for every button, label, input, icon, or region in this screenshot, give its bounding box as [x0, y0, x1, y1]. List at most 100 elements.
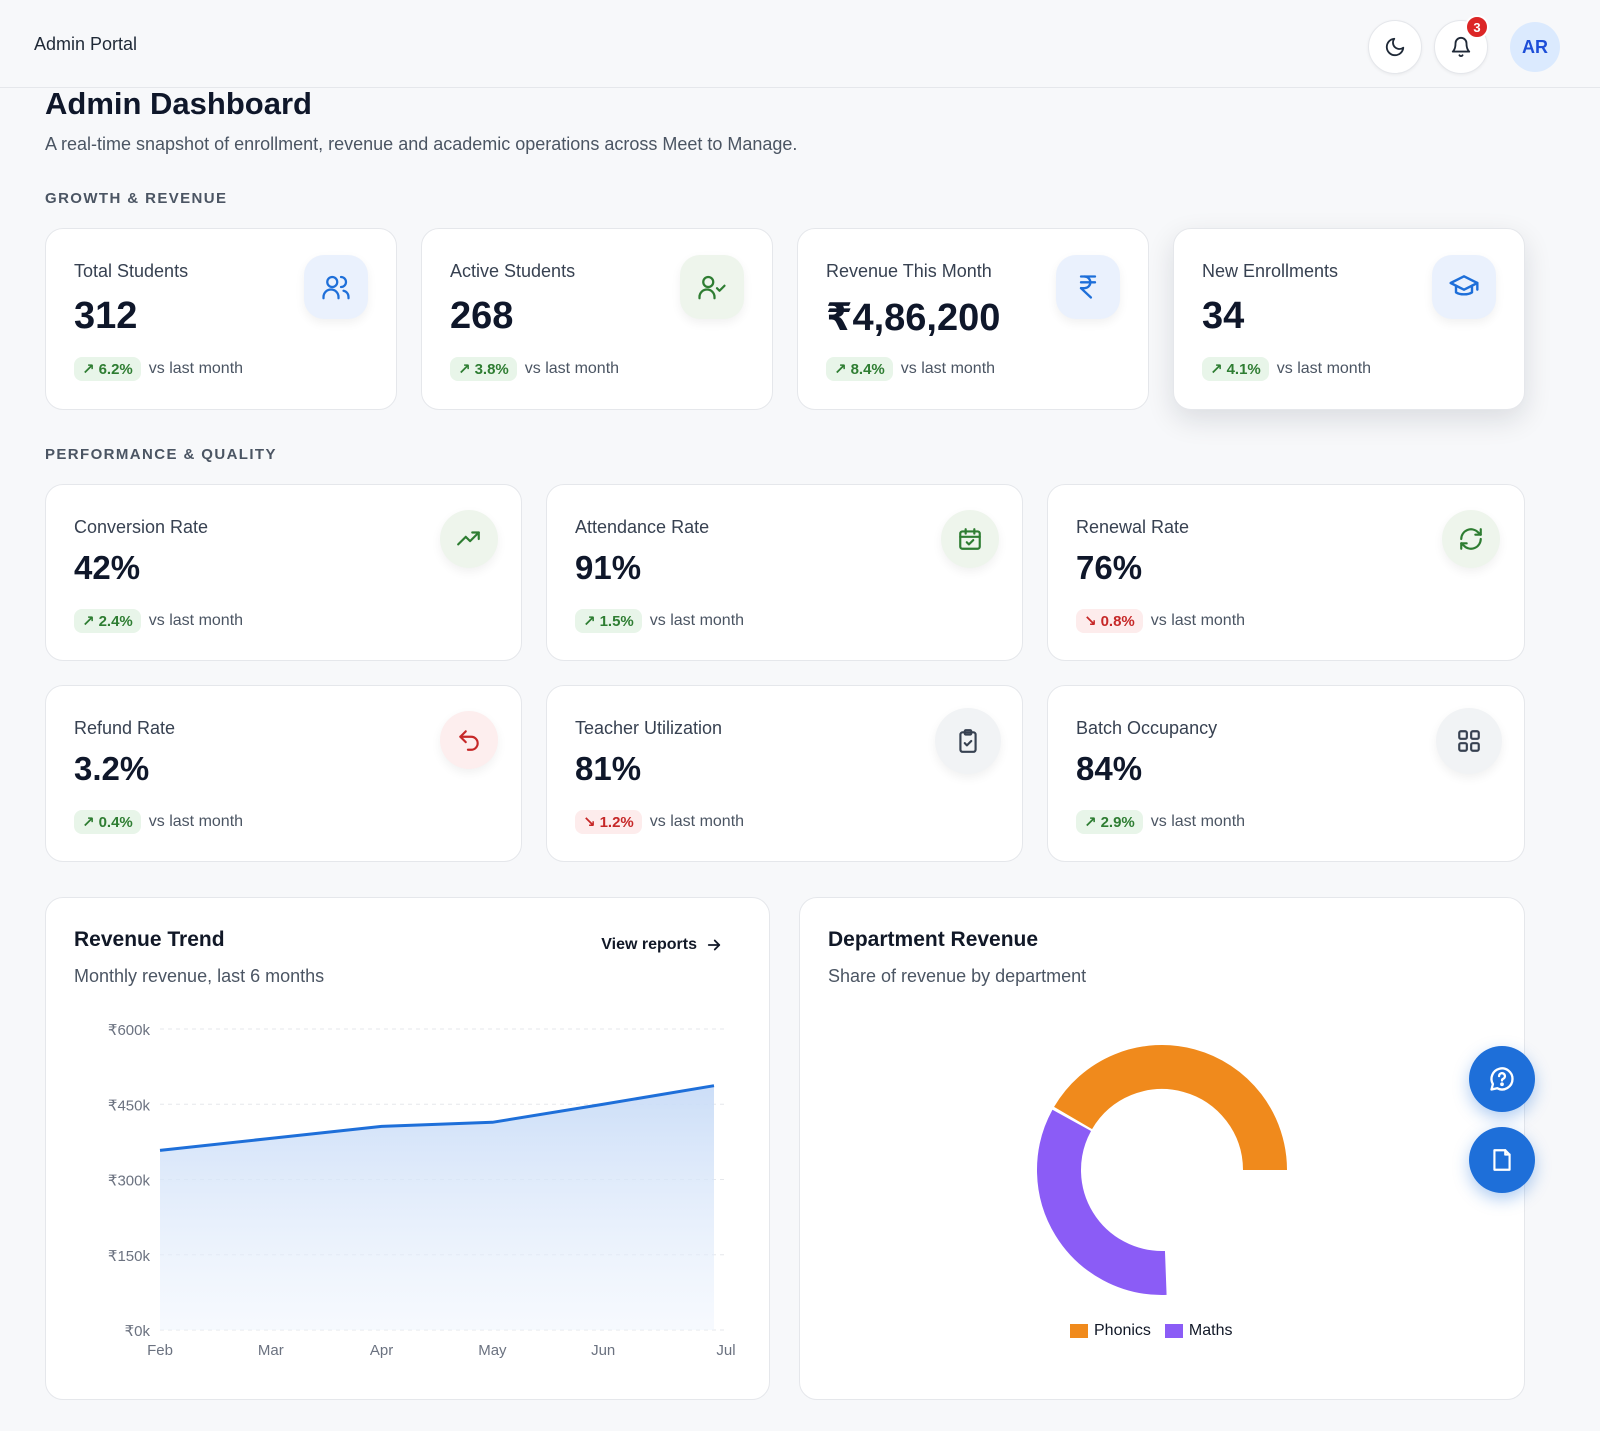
stat-card-batch-occupancy[interactable]: Batch Occupancy 84% ↗ 2.9% vs last month [1047, 685, 1525, 862]
rupee-icon-box [1056, 255, 1120, 319]
help-chat-button[interactable] [1469, 1046, 1535, 1112]
stat-trend: ↗ 8.4% vs last month [826, 357, 995, 381]
arrow-up-right-icon: ↗ [1210, 361, 1223, 378]
stat-trend: ↗ 0.4% vs last month [74, 810, 243, 834]
revenue-trend-chart: ₹600k ₹450k ₹300k ₹150k ₹0k Feb Mar Apr May Jun Ju… [108, 1022, 736, 1359]
stat-card-renewal-rate[interactable]: Renewal Rate 76% ↘ 0.8% vs last month [1047, 484, 1525, 661]
trend-pill: ↗ 2.9% [1076, 810, 1143, 834]
stat-card-conversion-rate[interactable]: Conversion Rate 42% ↗ 2.4% vs last month [45, 484, 522, 661]
stat-card-revenue-this-month[interactable]: Revenue This Month ₹4,86,200 ↗ 8.4% vs la… [797, 228, 1149, 410]
revenue-point[interactable] [379, 1123, 385, 1129]
stat-label: New Enrollments [1202, 261, 1339, 281]
stat-value: 3.2% [74, 750, 150, 787]
stat-value: 81% [575, 750, 642, 787]
legend-swatch [1164, 1324, 1183, 1338]
revenue-point[interactable] [489, 1119, 495, 1125]
section-label-performance: PERFORMANCE & QUALITY [45, 446, 277, 463]
stat-label: Refund Rate [74, 718, 176, 738]
grid-icon-box [1436, 708, 1502, 774]
revenue-trend-title: Revenue Trend [74, 928, 225, 951]
stat-label: Conversion Rate [74, 517, 209, 537]
moon-icon [1385, 37, 1405, 57]
department-revenue-title: Department Revenue [828, 928, 1039, 951]
brand-title: Admin Portal [34, 34, 138, 54]
clipboard-check-icon [959, 729, 977, 753]
top-actions: 3 AR [1368, 15, 1560, 74]
stat-card-teacher-utilization[interactable]: Teacher Utilization 81% ↘ 1.2% vs last mo… [546, 685, 1023, 862]
x-tick-label: Jul [716, 1342, 735, 1359]
arrow-down-right-icon: ↘ [1084, 613, 1097, 630]
stat-label: Active Students [450, 261, 576, 281]
notes-button[interactable] [1469, 1127, 1535, 1193]
note-icon [1493, 1149, 1511, 1171]
stat-label: Revenue This Month [826, 261, 992, 281]
trend-pill: ↘ 0.8% [1076, 609, 1143, 633]
x-tick-label: Mar [258, 1342, 284, 1359]
stat-card-active-students[interactable]: Active Students 268 ↗ 3.8% vs last month [421, 228, 773, 410]
calendar-check-icon [959, 528, 981, 550]
trending-up-icon-box [440, 510, 498, 568]
graduation-cap-icon-box [1432, 255, 1496, 319]
stat-label: Total Students [74, 261, 189, 281]
stat-value: 42% [74, 549, 141, 586]
department-donut-chart [1037, 1045, 1287, 1295]
trend-pill: ↗ 8.4% [826, 357, 893, 381]
stat-trend: ↘ 1.2% vs last month [575, 810, 744, 834]
page-subtitle: A real-time snapshot of enrollment, reve… [45, 134, 798, 154]
stat-trend: ↘ 0.8% vs last month [1076, 609, 1245, 633]
notification-badge: 3 [1465, 15, 1489, 39]
x-tick-label: Apr [370, 1342, 393, 1359]
user-check-icon [698, 275, 726, 300]
user-check-icon-box [680, 255, 744, 319]
notifications-button[interactable]: 3 [1434, 15, 1489, 74]
department-revenue-card: Department Revenue Share of revenue by d… [799, 897, 1525, 1400]
view-reports-link[interactable]: View reports [601, 936, 723, 954]
stat-value: 268 [450, 295, 514, 337]
arrow-up-right-icon: ↗ [1084, 814, 1097, 831]
donut-legend: Phonics Maths [1070, 1322, 1233, 1340]
stat-card-attendance-rate[interactable]: Attendance Rate 91% ↗ 1.5% vs last month [546, 484, 1023, 661]
trend-pill: ↗ 6.2% [74, 357, 141, 381]
arrow-right-icon [707, 939, 721, 951]
donut-slice-maths[interactable] [1037, 1109, 1167, 1295]
donut-slice-phonics[interactable] [1054, 1045, 1287, 1171]
avatar[interactable]: AR [1510, 22, 1560, 72]
arrow-up-right-icon: ↗ [82, 361, 95, 378]
stat-value: 76% [1076, 549, 1143, 586]
revenue-point[interactable] [711, 1083, 717, 1089]
revenue-point[interactable] [268, 1135, 274, 1141]
stat-card-total-students[interactable]: Total Students 312 ↗ 6.2% vs last month [45, 228, 397, 410]
legend-swatch [1070, 1324, 1088, 1338]
revenue-line [159, 1084, 715, 1152]
users-icon [322, 275, 350, 300]
arrow-up-right-icon: ↗ [583, 613, 596, 630]
x-tick-label: Feb [147, 1342, 173, 1359]
trending-up-icon [457, 531, 480, 546]
revenue-trend-card: Revenue Trend Monthly revenue, last 6 mo… [45, 897, 770, 1400]
trend-pill: ↗ 0.4% [74, 810, 141, 834]
theme-toggle-button[interactable] [1368, 20, 1422, 74]
legend-item-phonics[interactable]: Phonics [1070, 1322, 1151, 1340]
help-chat-icon [1490, 1067, 1514, 1091]
y-tick-label: ₹300k [108, 1173, 151, 1190]
stat-value: ₹4,86,200 [826, 297, 1001, 339]
legend-item-maths[interactable]: Maths [1164, 1322, 1233, 1340]
y-tick-label: ₹450k [108, 1097, 151, 1114]
arrow-up-right-icon: ↗ [82, 613, 95, 630]
revenue-point[interactable] [600, 1101, 606, 1107]
stat-card-refund-rate[interactable]: Refund Rate 3.2% ↗ 0.4% vs last month [45, 685, 522, 862]
revenue-point[interactable] [157, 1147, 163, 1153]
y-tick-label: ₹150k [108, 1248, 151, 1265]
clipboard-check-icon-box [935, 708, 1001, 774]
stat-value: 34 [1202, 295, 1245, 337]
arrow-up-right-icon: ↗ [82, 814, 95, 831]
x-tick-label: Jun [591, 1342, 615, 1359]
grid-icon [1458, 730, 1480, 752]
bell-icon [1451, 37, 1471, 58]
section-label-growth: GROWTH & REVENUE [45, 190, 228, 207]
stat-label: Batch Occupancy [1076, 718, 1218, 738]
revenue-trend-subtitle: Monthly revenue, last 6 months [74, 966, 325, 986]
stat-label: Attendance Rate [575, 517, 710, 537]
stat-card-new-enrollments[interactable]: New Enrollments 34 ↗ 4.1% vs last month [1173, 228, 1525, 410]
refresh-icon [1460, 528, 1482, 550]
